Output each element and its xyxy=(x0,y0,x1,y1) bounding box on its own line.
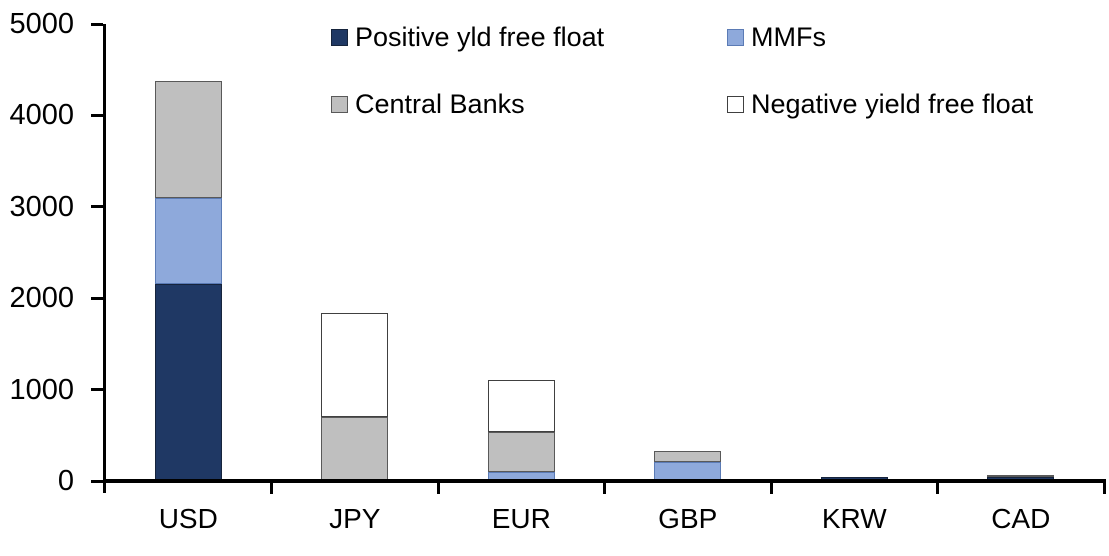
x-label-gbp: GBP xyxy=(658,503,718,534)
x-label-krw: KRW xyxy=(821,503,887,534)
y-tick-0 xyxy=(91,479,103,483)
legend-item-central-banks: Central Banks xyxy=(331,88,525,119)
bar-gbp-central-banks xyxy=(654,450,722,462)
legend-swatch-negative-yield-free-float xyxy=(727,95,744,113)
bar-usd-positive-yld-free-float xyxy=(154,284,222,481)
legend-swatch-mmfs xyxy=(727,28,744,46)
legend-label: Positive yld free float xyxy=(355,21,605,52)
legend-item-mmfs: MMFs xyxy=(727,21,826,52)
bar-usd-mmfs xyxy=(154,197,222,285)
bar-jpy-central-banks xyxy=(321,417,389,481)
y-tick-label-4000: 4000 xyxy=(9,99,74,132)
y-tick-3000 xyxy=(91,205,103,209)
x-tick-4 xyxy=(769,479,773,494)
y-axis-line xyxy=(103,24,106,493)
legend-label: Negative yield free float xyxy=(751,88,1034,119)
x-label-usd: USD xyxy=(158,503,218,534)
legend-swatch-central-banks xyxy=(331,95,348,113)
y-tick-label-3000: 3000 xyxy=(9,190,74,223)
bar-eur-central-banks xyxy=(487,432,555,472)
y-tick-1000 xyxy=(91,388,103,392)
legend-item-positive-yld-free-float: Positive yld free float xyxy=(331,21,605,52)
bar-usd-central-banks xyxy=(154,80,222,198)
y-tick-label-1000: 1000 xyxy=(9,373,74,406)
bar-cad-central-banks xyxy=(987,474,1055,478)
y-tick-label-0: 0 xyxy=(57,465,74,497)
x-tick-1 xyxy=(270,479,273,494)
legend-label: Central Banks xyxy=(355,88,525,119)
y-tick-label-2000: 2000 xyxy=(9,282,74,315)
y-tick-2000 xyxy=(91,296,103,300)
x-label-eur: EUR xyxy=(491,503,551,534)
bar-eur-negative-yield-free-float xyxy=(487,379,555,433)
y-tick-5000 xyxy=(91,22,103,26)
y-tick-label-5000: 5000 xyxy=(9,8,74,40)
x-label-jpy: JPY xyxy=(329,503,381,534)
legend-swatch-positive-yld-free-float xyxy=(331,28,348,46)
x-tick-2 xyxy=(436,479,440,494)
legend-label: MMFs xyxy=(751,21,826,52)
x-tick-5 xyxy=(936,479,939,494)
x-tick-3 xyxy=(603,479,606,494)
x-label-cad: CAD xyxy=(991,503,1051,534)
bar-jpy-negative-yield-free-float xyxy=(321,312,389,417)
x-tick-6 xyxy=(1102,479,1106,494)
y-tick-4000 xyxy=(91,113,103,117)
legend-item-negative-yield-free-float: Negative yield free float xyxy=(727,88,1034,119)
